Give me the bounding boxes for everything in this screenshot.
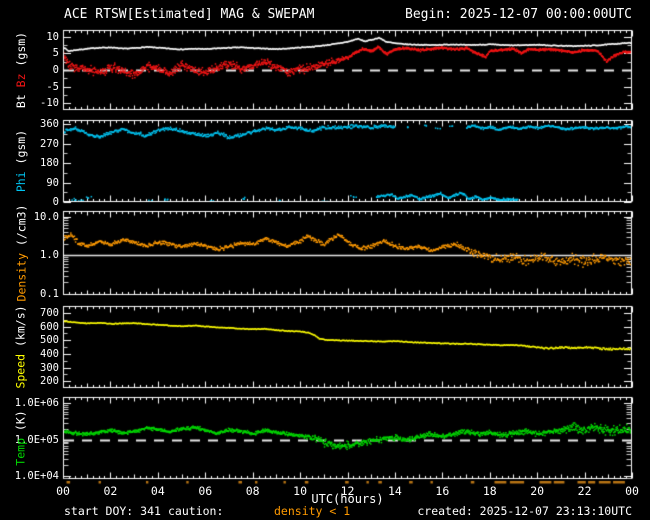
y-tick-label: 10.0 <box>33 210 59 223</box>
x-tick-label: 22 <box>577 484 592 498</box>
footer-caution-value: density < 1 <box>274 504 351 518</box>
footer-created-timestamp: created: 2025-12-07 23:13:10UTC <box>417 504 632 518</box>
y-tick-label: 200 <box>40 375 59 388</box>
y-axis-title-part: Bt <box>14 87 28 109</box>
x-tick-label: 14 <box>387 484 402 498</box>
y-tick-label: 1.0E+04 <box>14 470 59 483</box>
y-tick-label: 0 <box>52 196 59 208</box>
y-tick-label: 360 <box>40 118 59 131</box>
y-tick-label: 0 <box>52 64 59 76</box>
x-axis-title: UTC(hours) <box>311 492 384 506</box>
y-tick-label: 1.0E+05 <box>14 433 59 446</box>
y-tick-label: 1.0E+06 <box>14 397 59 410</box>
x-tick-label: 10 <box>293 484 307 498</box>
y-axis-title-part: Phi <box>14 171 29 193</box>
x-tick-label: 18 <box>482 484 497 498</box>
y-tick-label: 400 <box>40 347 59 360</box>
footer-start-doy: start DOY: 341 <box>64 504 161 518</box>
y-tick-label: 700 <box>40 306 59 319</box>
y-axis-title-temp: Temp (K) <box>8 397 34 479</box>
y-axis-title-part: Density <box>14 253 28 302</box>
y-axis-title-part: (gsm) <box>14 129 29 172</box>
y-tick-label: 270 <box>40 137 59 150</box>
x-tick-label: 16 <box>435 484 450 498</box>
y-tick-label: 300 <box>40 361 59 374</box>
y-tick-label: -5 <box>46 80 59 93</box>
y-axis-title-part: (/cm3) <box>14 204 28 253</box>
y-tick-label: 10 <box>46 30 59 43</box>
x-tick-label: 00 <box>625 484 639 498</box>
x-tick-label: 20 <box>530 484 545 498</box>
x-tick-label: 12 <box>340 484 355 498</box>
y-axis-title-part: Speed <box>14 353 28 389</box>
y-tick-label: 90 <box>46 176 59 189</box>
y-axis-title-part: (K) <box>14 410 28 438</box>
y-axis-title-part: Bz <box>14 73 28 88</box>
x-tick-label: 00 <box>56 484 70 498</box>
y-axis-title-part: (gsm) <box>14 31 28 74</box>
y-axis-title-phi: Phi (gsm) <box>8 120 34 202</box>
y-axis-title-part: Temp <box>14 438 28 466</box>
y-tick-label: 1.0 <box>40 249 59 262</box>
x-tick-label: 08 <box>245 484 260 498</box>
x-tick-label: 04 <box>150 484 165 498</box>
y-tick-label: -10 <box>40 97 59 110</box>
y-tick-label: 5 <box>52 47 59 60</box>
y-axis-title-speed: Speed (km/s) <box>8 305 34 389</box>
y-axis-title-bt_bz: Bt Bz (gsm) <box>8 30 34 110</box>
y-tick-label: 180 <box>40 157 59 170</box>
x-tick-label: 02 <box>103 484 118 498</box>
footer-caution-label: caution: <box>168 504 224 518</box>
y-axis-title-density: Density (/cm3) <box>8 205 34 302</box>
y-axis-title-part: (km/s) <box>14 305 28 354</box>
y-tick-label: 500 <box>40 334 59 347</box>
y-tick-label: 0.1 <box>40 288 59 301</box>
y-tick-label: 600 <box>40 320 59 333</box>
x-tick-label: 06 <box>198 484 213 498</box>
